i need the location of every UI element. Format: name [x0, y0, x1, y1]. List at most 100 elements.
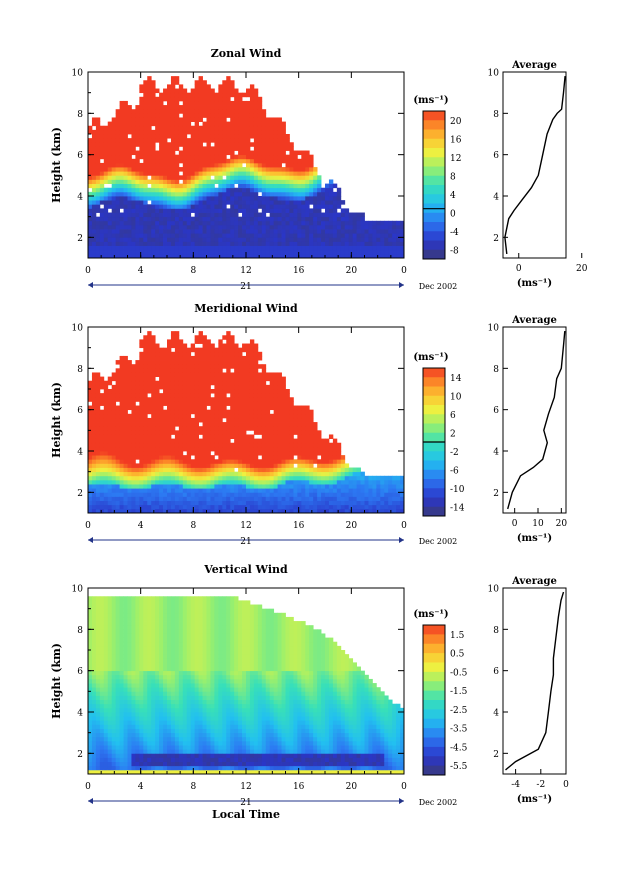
colorbar-unit: (ms⁻¹)	[413, 95, 448, 106]
colorbar-tick-label: -5.5	[450, 762, 468, 772]
average-profile-line	[505, 591, 565, 771]
average-frame	[502, 326, 567, 514]
average-x-label: (ms⁻¹)	[517, 794, 552, 805]
colorbar-tick-label: 6	[450, 411, 456, 421]
date-line-arrow-left	[88, 798, 93, 804]
x-tick-label: 0	[401, 782, 407, 792]
x-tick-label: 8	[190, 266, 196, 276]
heatmap-cells	[88, 76, 405, 259]
average-y-tick-label: 4	[493, 448, 499, 458]
date-line-arrow-right	[399, 798, 404, 804]
chart-title: Zonal Wind	[211, 47, 282, 60]
colorbar-segment	[423, 386, 445, 397]
date-day-label: 21	[240, 537, 251, 547]
average-x-tick-label: -2	[536, 780, 545, 790]
colorbar-tick-label: 16	[450, 135, 462, 145]
x-tick-label: 8	[190, 521, 196, 531]
x-axis-label: Local Time	[212, 808, 280, 821]
x-tick-label: 0	[401, 266, 407, 276]
x-tick-label: 16	[293, 266, 305, 276]
x-tick-label: 4	[138, 782, 144, 792]
x-tick-label: 0	[85, 521, 91, 531]
colorbar-segment	[423, 718, 445, 729]
date-line-arrow-right	[399, 282, 404, 288]
colorbar-segment	[423, 488, 445, 498]
colorbar-tick-label: -4	[450, 228, 459, 238]
colorbar-segment	[423, 138, 445, 149]
x-tick-label: 0	[85, 782, 91, 792]
y-axis-label: Height (km)	[50, 643, 63, 719]
colorbar-tick-label: -10	[450, 485, 465, 495]
y-tick-label: 10	[72, 69, 84, 79]
average-title: Average	[511, 315, 557, 326]
colorbar-tick-label: 2	[450, 429, 456, 439]
y-axis-label: Height (km)	[50, 382, 63, 458]
colorbar-segment	[423, 653, 445, 663]
colorbar-unit: (ms⁻¹)	[413, 609, 448, 620]
colorbar-tick-label: -2	[450, 448, 459, 458]
date-day-label: 21	[240, 798, 251, 808]
date-line-arrow-left	[88, 282, 93, 288]
date-day-label: 21	[240, 282, 251, 292]
colorbar-tick-label: -6	[450, 466, 459, 476]
average-x-tick-label: 20	[556, 519, 568, 529]
colorbar-tick-label: 12	[450, 154, 461, 164]
x-tick-label: 4	[138, 266, 144, 276]
colorbar-segment	[423, 451, 445, 461]
x-tick-label: 16	[293, 521, 305, 531]
x-tick-label: 8	[190, 782, 196, 792]
colorbar-segment	[423, 432, 445, 443]
colorbar-segment	[423, 690, 445, 701]
colorbar-segment	[423, 497, 445, 508]
colorbar-segment	[423, 222, 445, 232]
colorbar-segment	[423, 442, 445, 452]
average-x-tick-label: -4	[511, 780, 520, 790]
average-x-tick-label: 0	[516, 264, 522, 274]
chart-title: Meridional Wind	[194, 302, 298, 315]
colorbar-segment	[423, 746, 445, 757]
colorbar-segment	[423, 194, 445, 204]
x-tick-label: 12	[240, 266, 251, 276]
x-tick-label: 20	[346, 782, 358, 792]
y-tick-label: 10	[72, 324, 84, 334]
colorbar-segment	[423, 212, 445, 223]
average-y-tick-label: 6	[493, 151, 499, 161]
colorbar-tick-label: -8	[450, 246, 459, 256]
colorbar-tick-label: 8	[450, 172, 456, 182]
y-tick-label: 8	[77, 110, 83, 120]
x-tick-label: 20	[346, 521, 358, 531]
colorbar-tick-label: 0	[450, 209, 456, 219]
average-y-tick-label: 2	[493, 750, 499, 760]
average-x-label: (ms⁻¹)	[517, 278, 552, 289]
colorbar-segment	[423, 377, 445, 387]
colorbar-frame	[422, 110, 446, 260]
colorbar-tick-label: 4	[450, 191, 456, 201]
y-tick-label: 2	[77, 234, 83, 244]
colorbar-segment	[423, 423, 445, 434]
colorbar-segment	[423, 765, 445, 776]
average-y-tick-label: 4	[493, 193, 499, 203]
colorbar-segment	[423, 148, 445, 158]
colorbar-tick-label: -4.5	[450, 743, 468, 753]
y-tick-label: 4	[77, 448, 83, 458]
average-y-tick-label: 8	[493, 365, 499, 375]
colorbar-segment	[423, 671, 445, 682]
average-y-tick-label: 2	[493, 234, 499, 244]
colorbar-segment	[423, 120, 445, 130]
colorbar-segment	[423, 395, 445, 406]
colorbar-tick-label: 20	[450, 117, 462, 127]
x-tick-label: 12	[240, 782, 251, 792]
heatmap-cells	[88, 596, 405, 775]
colorbar-segment	[423, 175, 445, 186]
y-tick-label: 2	[77, 489, 83, 499]
average-y-tick-label: 10	[488, 69, 500, 79]
colorbar-segment	[423, 157, 445, 167]
y-tick-label: 2	[77, 750, 83, 760]
colorbar-segment	[423, 460, 445, 471]
y-tick-label: 6	[77, 406, 83, 416]
colorbar-segment	[423, 414, 445, 424]
average-x-tick-label: 20	[576, 264, 588, 274]
y-tick-label: 6	[77, 151, 83, 161]
colorbar-segment	[423, 479, 445, 489]
